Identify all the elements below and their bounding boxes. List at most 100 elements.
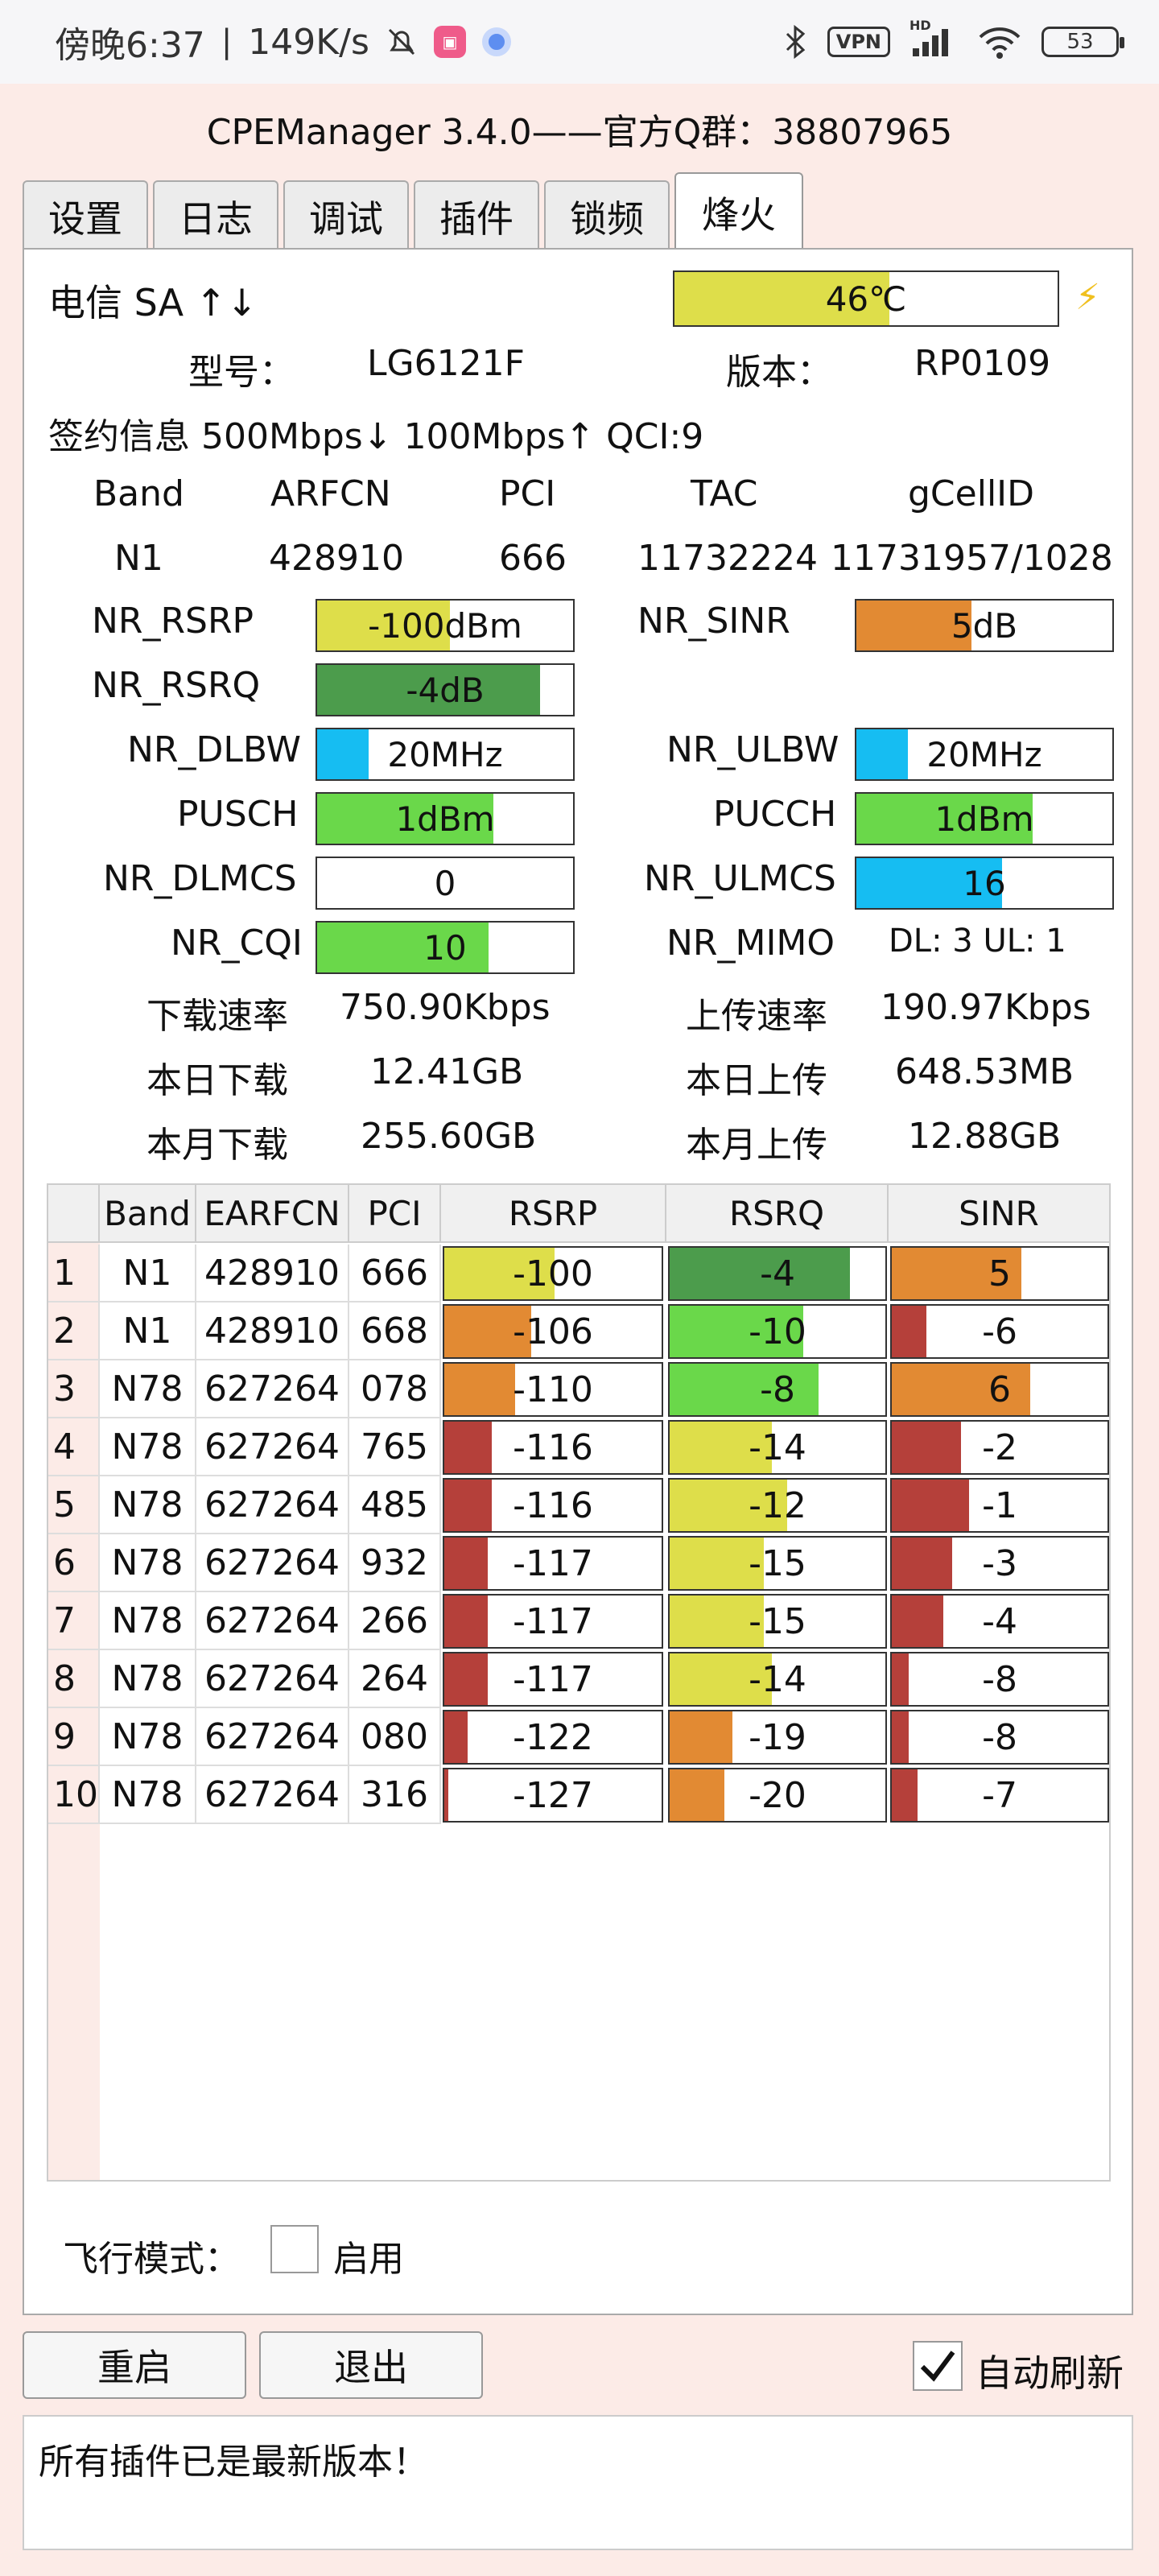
nr-dlbw-bar: 20MHz — [316, 728, 575, 781]
cell-rsrp-bar[interactable]: -117 — [443, 1652, 663, 1707]
tab-fiberhome[interactable]: 烽火 — [674, 172, 803, 251]
cell-rsrp-bar[interactable]: -127 — [443, 1768, 663, 1823]
cell-rsrp-value: -127 — [513, 1774, 593, 1816]
cell-band[interactable]: N1 — [100, 1245, 196, 1302]
cell-rsrp-bar[interactable]: -116 — [443, 1478, 663, 1533]
cell-rsrq-bar[interactable]: -15 — [668, 1536, 887, 1591]
cell-rsrq-bar[interactable]: -4 — [668, 1246, 887, 1301]
cell-pci[interactable]: 765 — [349, 1418, 441, 1476]
auto-refresh-checkbox[interactable] — [913, 2341, 963, 2391]
tab-lock-freq[interactable]: 锁频 — [544, 180, 670, 251]
th-band[interactable]: Band — [100, 1185, 196, 1243]
cell-earfcn[interactable]: 627264 — [196, 1534, 349, 1592]
cell-sinr-value: -7 — [982, 1774, 1017, 1816]
nr-rsrp-fill — [317, 601, 451, 650]
cell-sinr-bar[interactable]: 6 — [890, 1362, 1109, 1417]
cell-rsrq-bar[interactable]: -14 — [668, 1652, 887, 1707]
tab-log[interactable]: 日志 — [153, 180, 278, 251]
cell-rsrq-bar[interactable]: -19 — [668, 1710, 887, 1765]
neighbor-cell-table[interactable]: Band EARFCN PCI RSRP RSRQ SINR 1 N1 428910… — [47, 1183, 1111, 2182]
cell-earfcn[interactable]: 428910 — [196, 1302, 349, 1360]
cell-band[interactable]: N78 — [100, 1766, 196, 1824]
cell-pci[interactable]: 078 — [349, 1360, 441, 1418]
dl-today-value: 12.41GB — [370, 1051, 524, 1092]
th-sinr[interactable]: SINR — [889, 1185, 1111, 1243]
cell-rsrp-value: -117 — [513, 1600, 593, 1642]
cell-sinr-bar[interactable]: 5 — [890, 1246, 1109, 1301]
tab-plugins[interactable]: 插件 — [414, 180, 539, 251]
cell-pci[interactable]: 316 — [349, 1766, 441, 1824]
airplane-mode-checkbox[interactable] — [270, 2225, 319, 2273]
cell-pci[interactable]: 932 — [349, 1534, 441, 1592]
cell-earfcn[interactable]: 627264 — [196, 1418, 349, 1476]
cell-rsrq-fill — [670, 1538, 764, 1589]
cell-pci[interactable]: 266 — [349, 1592, 441, 1650]
cell-sinr-bar[interactable]: -1 — [890, 1478, 1109, 1533]
cell-band[interactable]: N78 — [100, 1708, 196, 1766]
cell-earfcn[interactable]: 627264 — [196, 1476, 349, 1534]
cell-sinr-bar[interactable]: -4 — [890, 1594, 1109, 1649]
th-pci[interactable]: PCI — [349, 1185, 441, 1243]
hd-tag: HD — [909, 18, 931, 33]
cell-sinr-bar[interactable]: -8 — [890, 1652, 1109, 1707]
cell-band[interactable]: N1 — [100, 1302, 196, 1360]
cell-rsrp-bar[interactable]: -122 — [443, 1710, 663, 1765]
cell-band[interactable]: N78 — [100, 1360, 196, 1418]
cell-rsrp-value: -122 — [513, 1716, 593, 1758]
restart-button[interactable]: 重启 — [23, 2331, 246, 2399]
cell-rsrq-bar[interactable]: -20 — [668, 1768, 887, 1823]
tab-debug[interactable]: 调试 — [283, 180, 409, 251]
cell-pci[interactable]: 080 — [349, 1708, 441, 1766]
cell-earfcn[interactable]: 627264 — [196, 1360, 349, 1418]
cell-sinr-bar[interactable]: -2 — [890, 1420, 1109, 1475]
cell-rsrp-value: -106 — [513, 1311, 593, 1352]
cell-rsrp-fill — [444, 1769, 449, 1821]
cell-earfcn[interactable]: 627264 — [196, 1708, 349, 1766]
cell-sinr-bar[interactable]: -8 — [890, 1710, 1109, 1765]
cell-rsrp-fill — [444, 1596, 488, 1647]
row-index: 6 — [48, 1534, 100, 1592]
cell-sinr-value: -8 — [982, 1716, 1017, 1758]
cell-rsrp-bar[interactable]: -106 — [443, 1304, 663, 1359]
cell-pci[interactable]: 666 — [349, 1245, 441, 1302]
nr-sinr-bar: 5dB — [855, 599, 1114, 652]
cell-rsrp-bar[interactable]: -117 — [443, 1536, 663, 1591]
cell-rsrq-bar[interactable]: -8 — [668, 1362, 887, 1417]
cell-earfcn[interactable]: 627264 — [196, 1650, 349, 1708]
cell-rsrq-bar[interactable]: -10 — [668, 1304, 887, 1359]
cell-pci[interactable]: 264 — [349, 1650, 441, 1708]
cell-pci[interactable]: 485 — [349, 1476, 441, 1534]
cell-band[interactable]: N78 — [100, 1418, 196, 1476]
nr-rsrq-fill — [317, 665, 540, 715]
th-rsrq[interactable]: RSRQ — [666, 1185, 889, 1243]
cell-sinr-bar[interactable]: -7 — [890, 1768, 1109, 1823]
exit-button[interactable]: 退出 — [259, 2331, 483, 2399]
th-rsrp[interactable]: RSRP — [441, 1185, 666, 1243]
cell-rsrp-bar[interactable]: -100 — [443, 1246, 663, 1301]
cell-band[interactable]: N78 — [100, 1534, 196, 1592]
message-box: 所有插件已是最新版本！ — [23, 2415, 1133, 2550]
cell-band[interactable]: N78 — [100, 1476, 196, 1534]
cell-earfcn[interactable]: 627264 — [196, 1766, 349, 1824]
cell-band[interactable]: N78 — [100, 1592, 196, 1650]
th-earfcn[interactable]: EARFCN — [196, 1185, 349, 1243]
cell-earfcn[interactable]: 627264 — [196, 1592, 349, 1650]
cell-rsrp-bar[interactable]: -116 — [443, 1420, 663, 1475]
cell-rsrq-bar[interactable]: -14 — [668, 1420, 887, 1475]
app-notification-icon: ▣ — [433, 26, 466, 58]
cell-rsrp-bar[interactable]: -110 — [443, 1362, 663, 1417]
mute-alarm-icon — [386, 26, 418, 58]
tab-settings[interactable]: 设置 — [23, 180, 148, 251]
cell-sinr-bar[interactable]: -6 — [890, 1304, 1109, 1359]
cell-sinr-value: -1 — [982, 1484, 1017, 1526]
cell-earfcn[interactable]: 428910 — [196, 1245, 349, 1302]
pucch-bar: 1dBm — [855, 792, 1114, 845]
dl-rate-label: 下载速率 — [146, 996, 288, 1037]
cell-pci[interactable]: 668 — [349, 1302, 441, 1360]
cell-rsrq-bar[interactable]: -12 — [668, 1478, 887, 1533]
cell-rsrq-bar[interactable]: -15 — [668, 1594, 887, 1649]
cell-sinr-bar[interactable]: -3 — [890, 1536, 1109, 1591]
cell-band[interactable]: N78 — [100, 1650, 196, 1708]
cell-rsrp-bar[interactable]: -117 — [443, 1594, 663, 1649]
nr-dlmcs-label: NR_DLMCS — [103, 858, 297, 899]
